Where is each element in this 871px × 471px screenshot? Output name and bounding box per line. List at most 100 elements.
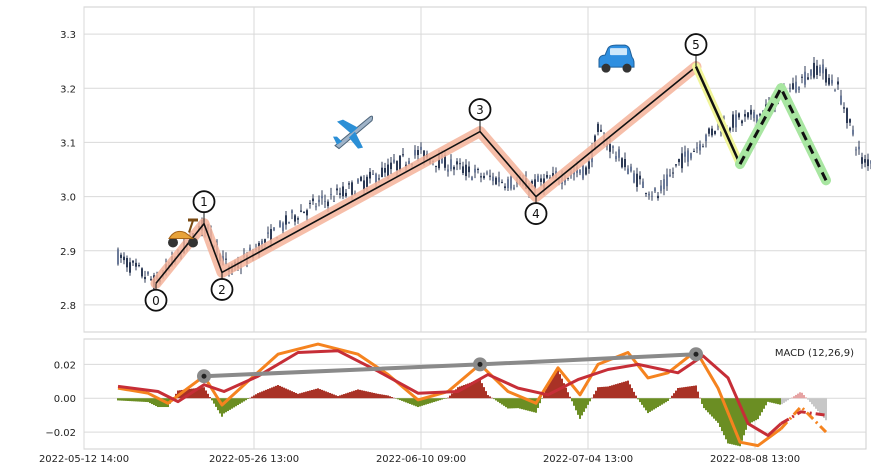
histogram-bar [701, 398, 703, 404]
candle-body [738, 113, 740, 118]
histogram-bar [229, 398, 231, 410]
histogram-bar [293, 392, 295, 399]
histogram-bar [421, 398, 423, 406]
histogram-bar [537, 398, 539, 408]
histogram-bar [687, 386, 689, 399]
histogram-bar [691, 386, 693, 399]
histogram-bar [245, 398, 247, 401]
histogram-bar [253, 395, 255, 399]
histogram-bar [347, 392, 349, 399]
candle-body [573, 171, 575, 175]
candle-body [324, 200, 326, 202]
histogram-bar [745, 398, 747, 430]
histogram-bar [193, 388, 195, 399]
candle-body [600, 129, 602, 132]
histogram-bar [621, 382, 623, 399]
candle-body [693, 151, 695, 153]
candle-body [675, 164, 677, 166]
scooter-handlebar [188, 218, 198, 222]
x-tick-label: 2022-06-10 09:00 [376, 454, 466, 465]
histogram-bar [465, 384, 467, 399]
histogram-bar [233, 398, 235, 408]
histogram-bar [225, 398, 227, 413]
histogram-bar [577, 398, 579, 415]
candle-body [126, 257, 128, 268]
candle-body [123, 256, 125, 261]
histogram-bar [359, 389, 361, 399]
correction-line [694, 66, 742, 165]
candle-body [831, 79, 833, 84]
candle-body [654, 188, 656, 192]
histogram-bar [469, 382, 471, 399]
histogram-bar [475, 380, 477, 399]
histogram-bar [311, 389, 313, 399]
histogram-bar [683, 387, 685, 399]
histogram-bar [581, 398, 583, 416]
histogram-bar [607, 386, 609, 399]
candle-body [504, 186, 506, 189]
airplane-tail [333, 136, 342, 145]
histogram-bar [161, 398, 163, 408]
histogram-bar [351, 391, 353, 399]
histogram-bar [199, 387, 201, 399]
candle-body [120, 254, 122, 258]
histogram-bar [151, 398, 153, 405]
airplane-wing [349, 131, 363, 149]
candle-body [810, 69, 812, 76]
candle-body [279, 221, 281, 227]
candle-body [822, 64, 824, 74]
histogram-bar [491, 397, 493, 399]
candle-body [690, 153, 692, 159]
histogram-bar [395, 398, 397, 399]
histogram-bar [717, 398, 719, 423]
histogram-bar [505, 398, 507, 408]
candle-body [135, 262, 137, 267]
histogram-bar [761, 398, 763, 413]
candle-body [486, 172, 488, 174]
candle-body [564, 178, 566, 183]
histogram-bar [815, 398, 817, 409]
histogram-bar [663, 398, 665, 404]
histogram-bar [141, 398, 143, 402]
candle-body [483, 175, 485, 179]
candle-body [453, 166, 455, 170]
histogram-bar [349, 392, 351, 399]
histogram-bar [263, 390, 265, 399]
histogram-bar [287, 389, 289, 399]
candle-body [837, 81, 839, 85]
candle-body [420, 146, 422, 150]
candle-body [378, 178, 380, 180]
histogram-bar [773, 398, 775, 404]
candle-body [282, 223, 284, 231]
candle-body [816, 65, 818, 75]
histogram-bar [775, 398, 777, 404]
histogram-bar [157, 398, 159, 408]
histogram-bar [523, 398, 525, 410]
histogram-bar [757, 398, 759, 420]
candle-body [441, 155, 443, 164]
histogram-bar [631, 388, 633, 399]
histogram-bar [303, 392, 305, 399]
candle-body [141, 268, 143, 277]
histogram-bar [767, 398, 769, 402]
histogram-bar [357, 389, 359, 399]
histogram-bar [155, 398, 157, 407]
airplane-icon [333, 115, 374, 150]
histogram-bar [339, 395, 341, 399]
histogram-bar [197, 387, 199, 399]
candle-body [300, 210, 302, 212]
candle-body [705, 134, 707, 142]
histogram-bar [427, 398, 429, 404]
candle-body [318, 199, 320, 203]
histogram-bar [765, 398, 767, 406]
histogram-bar [709, 398, 711, 415]
histogram-bar [259, 392, 261, 399]
histogram-bar [785, 398, 787, 402]
histogram-bar [443, 398, 445, 399]
histogram-bar [241, 398, 243, 403]
candle-body [369, 171, 371, 179]
histogram-bar [795, 394, 797, 399]
histogram-bar [139, 398, 141, 402]
car-icon [598, 44, 635, 73]
candle-body [510, 176, 512, 189]
